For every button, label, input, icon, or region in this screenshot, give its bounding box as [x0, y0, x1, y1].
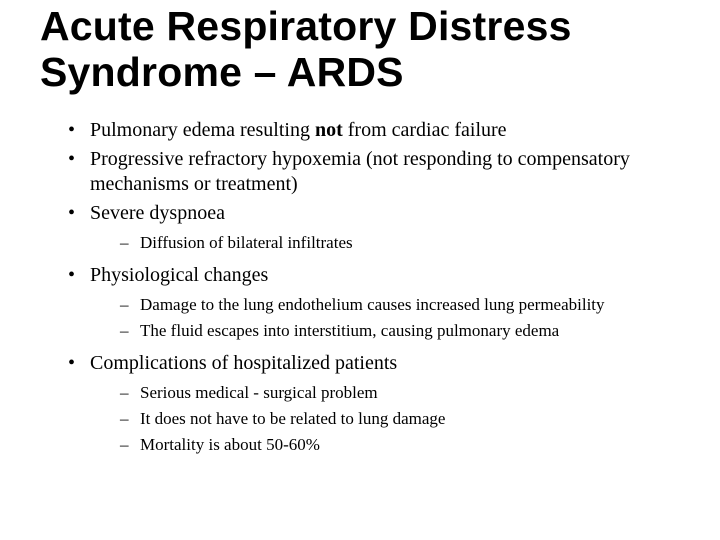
- sub-bullet-list: Serious medical - surgical problem It do…: [90, 382, 680, 457]
- sub-bullet-item: Damage to the lung endothelium causes in…: [120, 294, 680, 317]
- bullet-item: Progressive refractory hypoxemia (not re…: [68, 147, 680, 197]
- bullet-text: Complications of hospitalized patients: [90, 352, 397, 374]
- bullet-item: Severe dyspnoea Diffusion of bilateral i…: [68, 201, 680, 255]
- bullet-list: Pulmonary edema resulting not from cardi…: [40, 118, 680, 457]
- sub-bullet-text: The fluid escapes into interstitium, cau…: [140, 321, 559, 340]
- bullet-item: Physiological changes Damage to the lung…: [68, 263, 680, 343]
- sub-bullet-text: Mortality is about 50-60%: [140, 435, 320, 454]
- slide-title: Acute Respiratory Distress Syndrome – AR…: [40, 4, 680, 96]
- bullet-text-pre: Pulmonary edema resulting: [90, 119, 315, 141]
- sub-bullet-text: Serious medical - surgical problem: [140, 383, 378, 402]
- sub-bullet-text: It does not have to be related to lung d…: [140, 409, 445, 428]
- sub-bullet-list: Damage to the lung endothelium causes in…: [90, 294, 680, 343]
- sub-bullet-text: Damage to the lung endothelium causes in…: [140, 295, 605, 314]
- bullet-text: Progressive refractory hypoxemia (not re…: [90, 148, 630, 195]
- bullet-item: Pulmonary edema resulting not from cardi…: [68, 118, 680, 143]
- sub-bullet-text: Diffusion of bilateral infiltrates: [140, 233, 353, 252]
- sub-bullet-item: Diffusion of bilateral infiltrates: [120, 232, 680, 255]
- bullet-text: Physiological changes: [90, 264, 268, 286]
- sub-bullet-item: It does not have to be related to lung d…: [120, 408, 680, 431]
- bullet-text-bold: not: [315, 119, 343, 141]
- sub-bullet-list: Diffusion of bilateral infiltrates: [90, 232, 680, 255]
- sub-bullet-item: Serious medical - surgical problem: [120, 382, 680, 405]
- sub-bullet-item: Mortality is about 50-60%: [120, 434, 680, 457]
- bullet-text-post: from cardiac failure: [343, 119, 507, 141]
- bullet-item: Complications of hospitalized patients S…: [68, 351, 680, 457]
- sub-bullet-item: The fluid escapes into interstitium, cau…: [120, 320, 680, 343]
- slide: Acute Respiratory Distress Syndrome – AR…: [0, 0, 720, 540]
- bullet-text: Severe dyspnoea: [90, 202, 225, 224]
